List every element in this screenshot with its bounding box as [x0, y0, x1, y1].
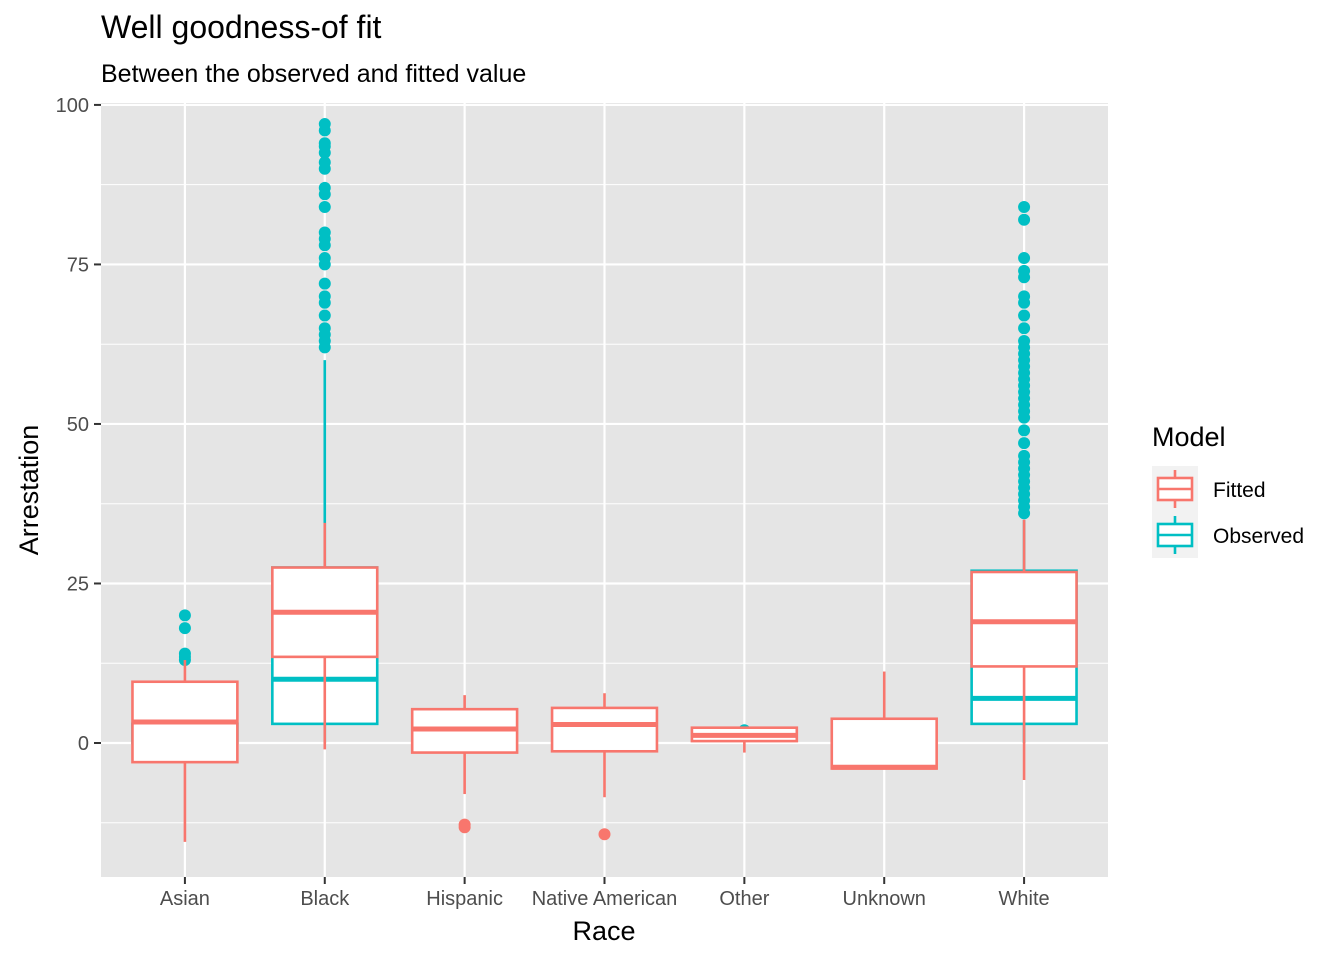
y-tick-label: 0 [78, 733, 89, 755]
x-tick-label: Native American [532, 888, 678, 910]
fitted-box-hispanic [410, 695, 519, 834]
outlier-point [178, 647, 191, 660]
y-tick-label: 25 [67, 573, 89, 595]
fitted-box-other [690, 726, 799, 753]
legend-item-observed: Observed [1152, 512, 1304, 558]
x-tick-label: Other [719, 888, 769, 910]
outlier-point [318, 277, 331, 290]
x-tick-label: White [999, 888, 1050, 910]
legend-label: Observed [1213, 525, 1304, 548]
box-body [970, 570, 1078, 668]
outlier-point [458, 821, 471, 834]
legend-label: Fitted [1213, 479, 1266, 502]
x-axis-title: Race [572, 916, 635, 946]
outlier-point [1018, 424, 1031, 437]
fitted-box-white [970, 519, 1078, 781]
chart-title: Well goodness-of fit [101, 9, 382, 45]
outlier-point [1018, 264, 1031, 277]
outlier-point [1018, 309, 1031, 322]
outlier-point [1018, 201, 1031, 214]
fitted-box-native-american [550, 693, 659, 841]
outlier-point [598, 828, 611, 841]
boxes-layer [131, 118, 1078, 842]
outlier-point [1018, 335, 1031, 348]
outlier-point [318, 201, 331, 214]
box-body [550, 706, 659, 753]
outlier-point [1018, 437, 1031, 450]
outlier-point [1018, 322, 1031, 335]
box-body [830, 717, 938, 770]
legend: Model Fitted Observed [1152, 422, 1304, 558]
outlier-point [318, 290, 331, 303]
legend-item-fitted: Fitted [1152, 466, 1266, 512]
outlier-point [1018, 290, 1031, 303]
outlier-point [318, 137, 331, 150]
outlier-point [178, 622, 191, 635]
x-tick-label: Unknown [843, 888, 926, 910]
outlier-point [1018, 213, 1031, 226]
outlier-point [318, 181, 331, 194]
x-tick-label: Hispanic [426, 888, 503, 910]
outlier-point [318, 309, 331, 322]
outlier-point [1018, 449, 1031, 462]
outlier-point [1018, 252, 1031, 265]
fitted-box-asian [131, 660, 239, 842]
x-tick-label: Black [300, 888, 350, 910]
chart-subtitle: Between the observed and fitted value [101, 60, 526, 88]
x-tick-label: Asian [160, 888, 210, 910]
axes: 0 25 50 75 100 Asian Black Hispanic Native Ameri… [56, 95, 1050, 910]
outlier-point [318, 226, 331, 239]
fitted-box-unknown [830, 671, 938, 770]
y-tick-label: 100 [56, 95, 89, 117]
fitted-box-black [271, 522, 379, 750]
y-axis-title: Arrestation [14, 425, 44, 556]
outlier-point [318, 322, 331, 335]
y-tick-label: 75 [67, 254, 89, 276]
legend-title: Model [1152, 422, 1226, 452]
outlier-point [318, 252, 331, 265]
outlier-point [318, 118, 331, 131]
outlier-point [318, 156, 331, 169]
outlier-point [178, 609, 191, 622]
y-tick-label: 50 [67, 414, 89, 436]
legend-items: Fitted Observed [1152, 466, 1304, 558]
